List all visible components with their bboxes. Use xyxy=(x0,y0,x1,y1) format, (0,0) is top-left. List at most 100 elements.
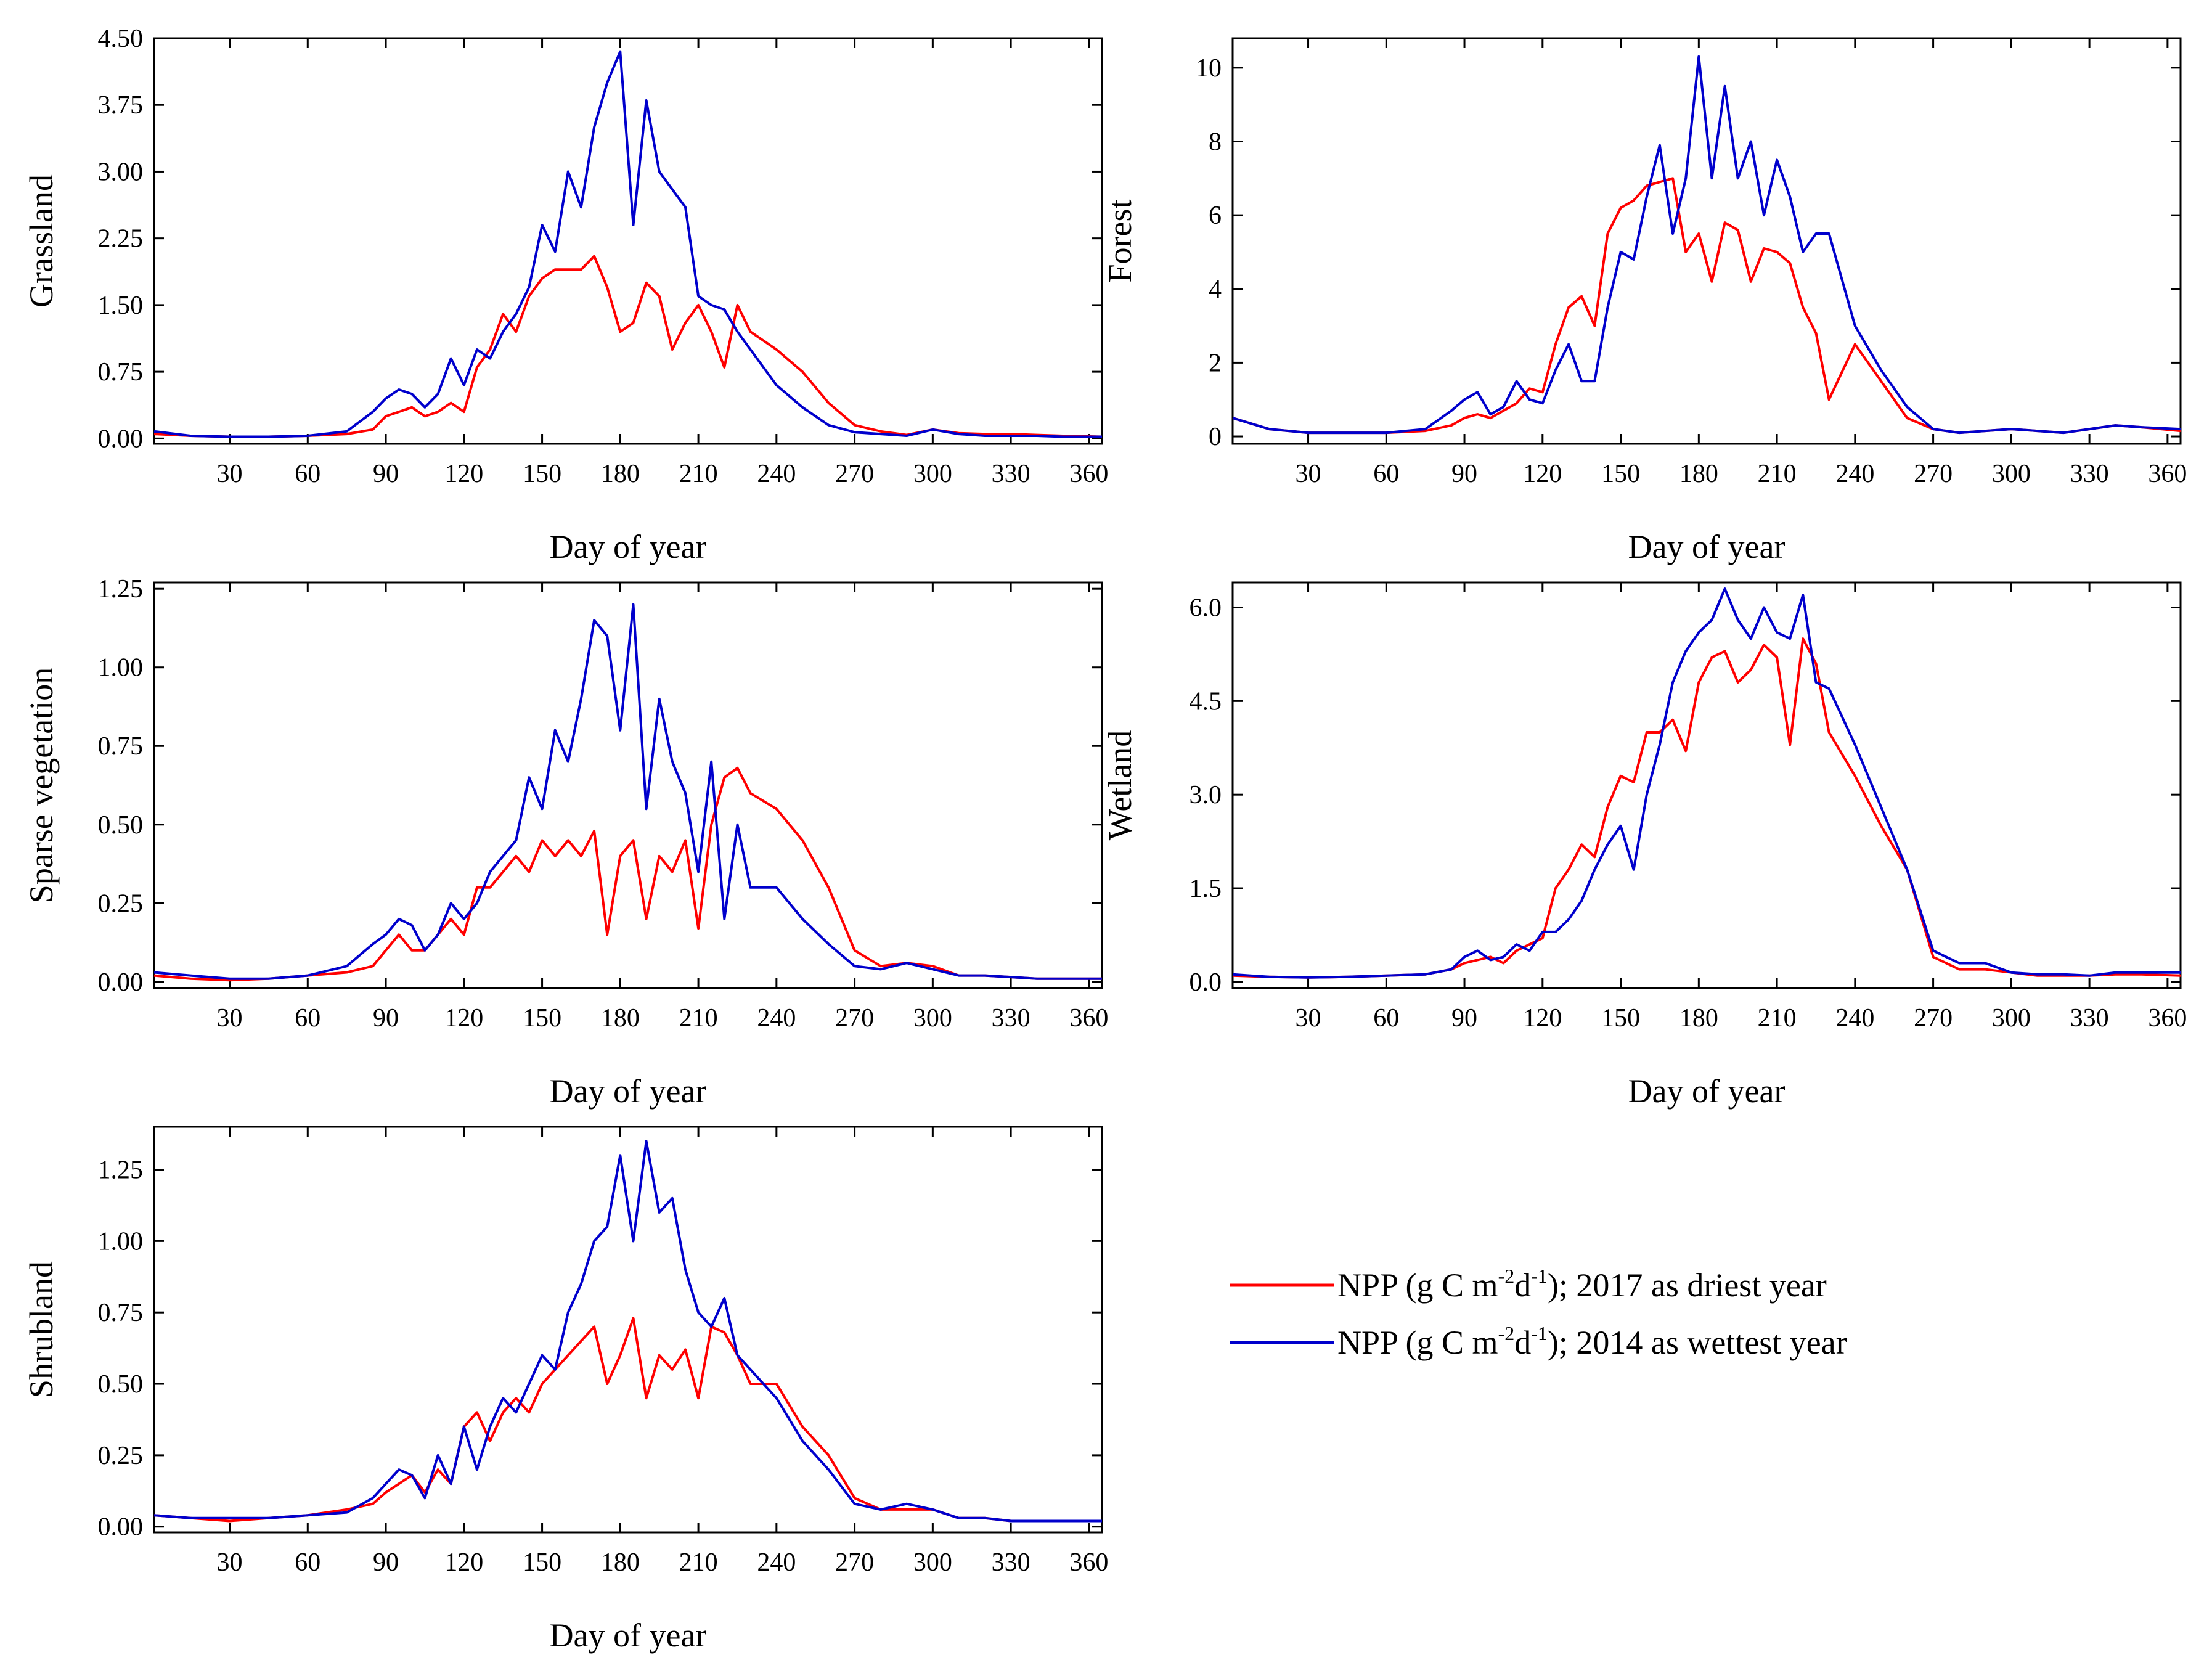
x-tick-label: 120 xyxy=(1523,1004,1562,1032)
y-tick-label: 0.75 xyxy=(98,1299,144,1327)
x-tick-label: 360 xyxy=(1069,460,1108,488)
x-tick-label: 300 xyxy=(913,1548,952,1577)
x-tick-label: 210 xyxy=(679,1548,718,1577)
chart-panel: 30 60 90 120 150 180 210 240 270 300 330 360 0.00 0.2… xyxy=(23,575,1108,1110)
x-tick-label: 120 xyxy=(444,460,483,488)
x-tick-label: 270 xyxy=(835,1548,874,1577)
x-tick-label: 30 xyxy=(217,460,243,488)
x-tick-label: 270 xyxy=(835,1004,874,1032)
chart-panel: 30 60 90 120 150 180 210 240 270 300 330 360 0.00 0.2… xyxy=(23,1126,1108,1654)
series-line-2017 xyxy=(1232,177,2181,435)
x-axis-title: Day of year xyxy=(550,528,707,565)
x-tick-label: 180 xyxy=(1679,460,1718,488)
x-tick-label: 60 xyxy=(295,1004,320,1032)
x-tick-label: 210 xyxy=(1758,1004,1797,1032)
x-axis-title: Day of year xyxy=(1628,528,1786,565)
y-tick-label: 4.50 xyxy=(98,25,144,53)
x-tick-label: 300 xyxy=(913,1004,952,1032)
x-tick-label: 330 xyxy=(992,1004,1030,1032)
series-line-2017 xyxy=(153,1317,1102,1523)
x-tick-label: 120 xyxy=(444,1004,483,1032)
series-line-2014 xyxy=(1232,587,2181,979)
chart-panel: 30 60 90 120 150 180 210 240 270 300 330 360 0.0 1.5 3… xyxy=(1101,581,2187,1110)
x-tick-label: 90 xyxy=(373,1004,399,1032)
chart-panel: 30 60 90 120 150 180 210 240 270 300 330 360 0 2 4 6 8 10… xyxy=(1101,37,2187,565)
y-tick-label: 3.0 xyxy=(1190,781,1222,809)
y-axis-title: Grassland xyxy=(23,174,60,308)
y-tick-label: 0.00 xyxy=(98,968,144,997)
series-line-2017 xyxy=(1232,637,2181,979)
x-tick-label: 150 xyxy=(523,1004,561,1032)
legend-label-wettest: NPP (g C m-2d-1); 2014 as wettest year xyxy=(1337,1322,1847,1361)
chart-panel: 30 60 90 120 150 180 210 240 270 300 330 360 0.00 0.7… xyxy=(23,25,1108,565)
x-tick-label: 240 xyxy=(1835,460,1874,488)
plot-frame xyxy=(153,1126,1103,1534)
y-tick-label: 0 xyxy=(1209,423,1222,451)
x-tick-label: 210 xyxy=(679,460,718,488)
y-axis-title: Forest xyxy=(1101,200,1138,283)
legend-item-wettest: NPP (g C m-2d-1); 2014 as wettest year xyxy=(1230,1322,1847,1361)
y-tick-label: 4 xyxy=(1209,276,1222,304)
series-line-2014 xyxy=(153,603,1102,980)
y-tick-label: 0.00 xyxy=(98,1513,144,1542)
y-tick-label: 1.5 xyxy=(1190,875,1222,903)
y-tick-label: 0.50 xyxy=(98,1370,144,1399)
legend: NPP (g C m-2d-1); 2017 as driest year NP… xyxy=(1230,1265,1847,1361)
x-tick-label: 150 xyxy=(523,1548,561,1577)
y-axis-title: Wetland xyxy=(1101,730,1138,841)
x-tick-label: 30 xyxy=(1296,1004,1321,1032)
x-tick-label: 270 xyxy=(835,460,874,488)
y-tick-label: 0.0 xyxy=(1190,968,1222,997)
legend-label-driest: NPP (g C m-2d-1); 2017 as driest year xyxy=(1337,1265,1827,1304)
x-tick-label: 300 xyxy=(1992,1004,2031,1032)
x-tick-label: 240 xyxy=(1835,1004,1874,1032)
x-tick-label: 60 xyxy=(295,1548,320,1577)
plot-frame xyxy=(1231,37,2182,445)
x-tick-label: 150 xyxy=(1601,460,1640,488)
y-tick-label: 0.50 xyxy=(98,811,144,840)
y-tick-label: 1.50 xyxy=(98,292,144,320)
y-tick-label: 1.00 xyxy=(98,654,144,682)
x-tick-label: 240 xyxy=(757,1004,796,1032)
x-tick-label: 210 xyxy=(679,1004,718,1032)
plot-frame xyxy=(153,37,1103,445)
series-line-2014 xyxy=(153,50,1102,438)
x-tick-label: 330 xyxy=(2070,1004,2109,1032)
y-tick-label: 3.00 xyxy=(98,158,144,186)
y-axis-title: Sparse vegetation xyxy=(23,668,60,903)
y-tick-label: 6 xyxy=(1209,202,1222,230)
x-tick-label: 180 xyxy=(601,1548,640,1577)
y-tick-label: 8 xyxy=(1209,128,1222,156)
x-axis-title: Day of year xyxy=(550,1073,707,1110)
series-line-2017 xyxy=(153,255,1103,438)
y-tick-label: 3.75 xyxy=(98,91,144,120)
plot-frame xyxy=(1231,581,2182,989)
x-tick-label: 30 xyxy=(217,1004,243,1032)
x-tick-label: 240 xyxy=(757,460,796,488)
x-tick-label: 30 xyxy=(217,1548,243,1577)
y-tick-label: 10 xyxy=(1196,54,1222,83)
y-tick-label: 0.75 xyxy=(98,732,144,761)
x-tick-label: 300 xyxy=(1992,460,2031,488)
x-tick-label: 270 xyxy=(1914,1004,1953,1032)
series-line-2014 xyxy=(1232,55,2181,435)
y-tick-label: 1.00 xyxy=(98,1227,144,1256)
x-tick-label: 360 xyxy=(2148,1004,2187,1032)
x-tick-label: 180 xyxy=(601,460,640,488)
x-tick-label: 180 xyxy=(1679,1004,1718,1032)
chart-panels: 30 60 90 120 150 180 210 240 270 300 330 3600.000.7… xyxy=(23,25,2187,1654)
y-tick-label: 0.00 xyxy=(98,425,144,453)
x-tick-label: 90 xyxy=(1451,460,1477,488)
x-tick-label: 90 xyxy=(373,1548,399,1577)
x-tick-label: 60 xyxy=(1373,1004,1399,1032)
y-tick-label: 0.25 xyxy=(98,1442,144,1470)
y-tick-label: 0.75 xyxy=(98,358,144,386)
x-tick-label: 180 xyxy=(601,1004,640,1032)
x-tick-label: 90 xyxy=(373,460,399,488)
x-tick-label: 30 xyxy=(1296,460,1321,488)
y-axis-title: Shrubland xyxy=(23,1261,60,1398)
x-tick-label: 330 xyxy=(2070,460,2109,488)
x-tick-label: 60 xyxy=(295,460,320,488)
y-tick-label: 4.5 xyxy=(1190,687,1222,716)
